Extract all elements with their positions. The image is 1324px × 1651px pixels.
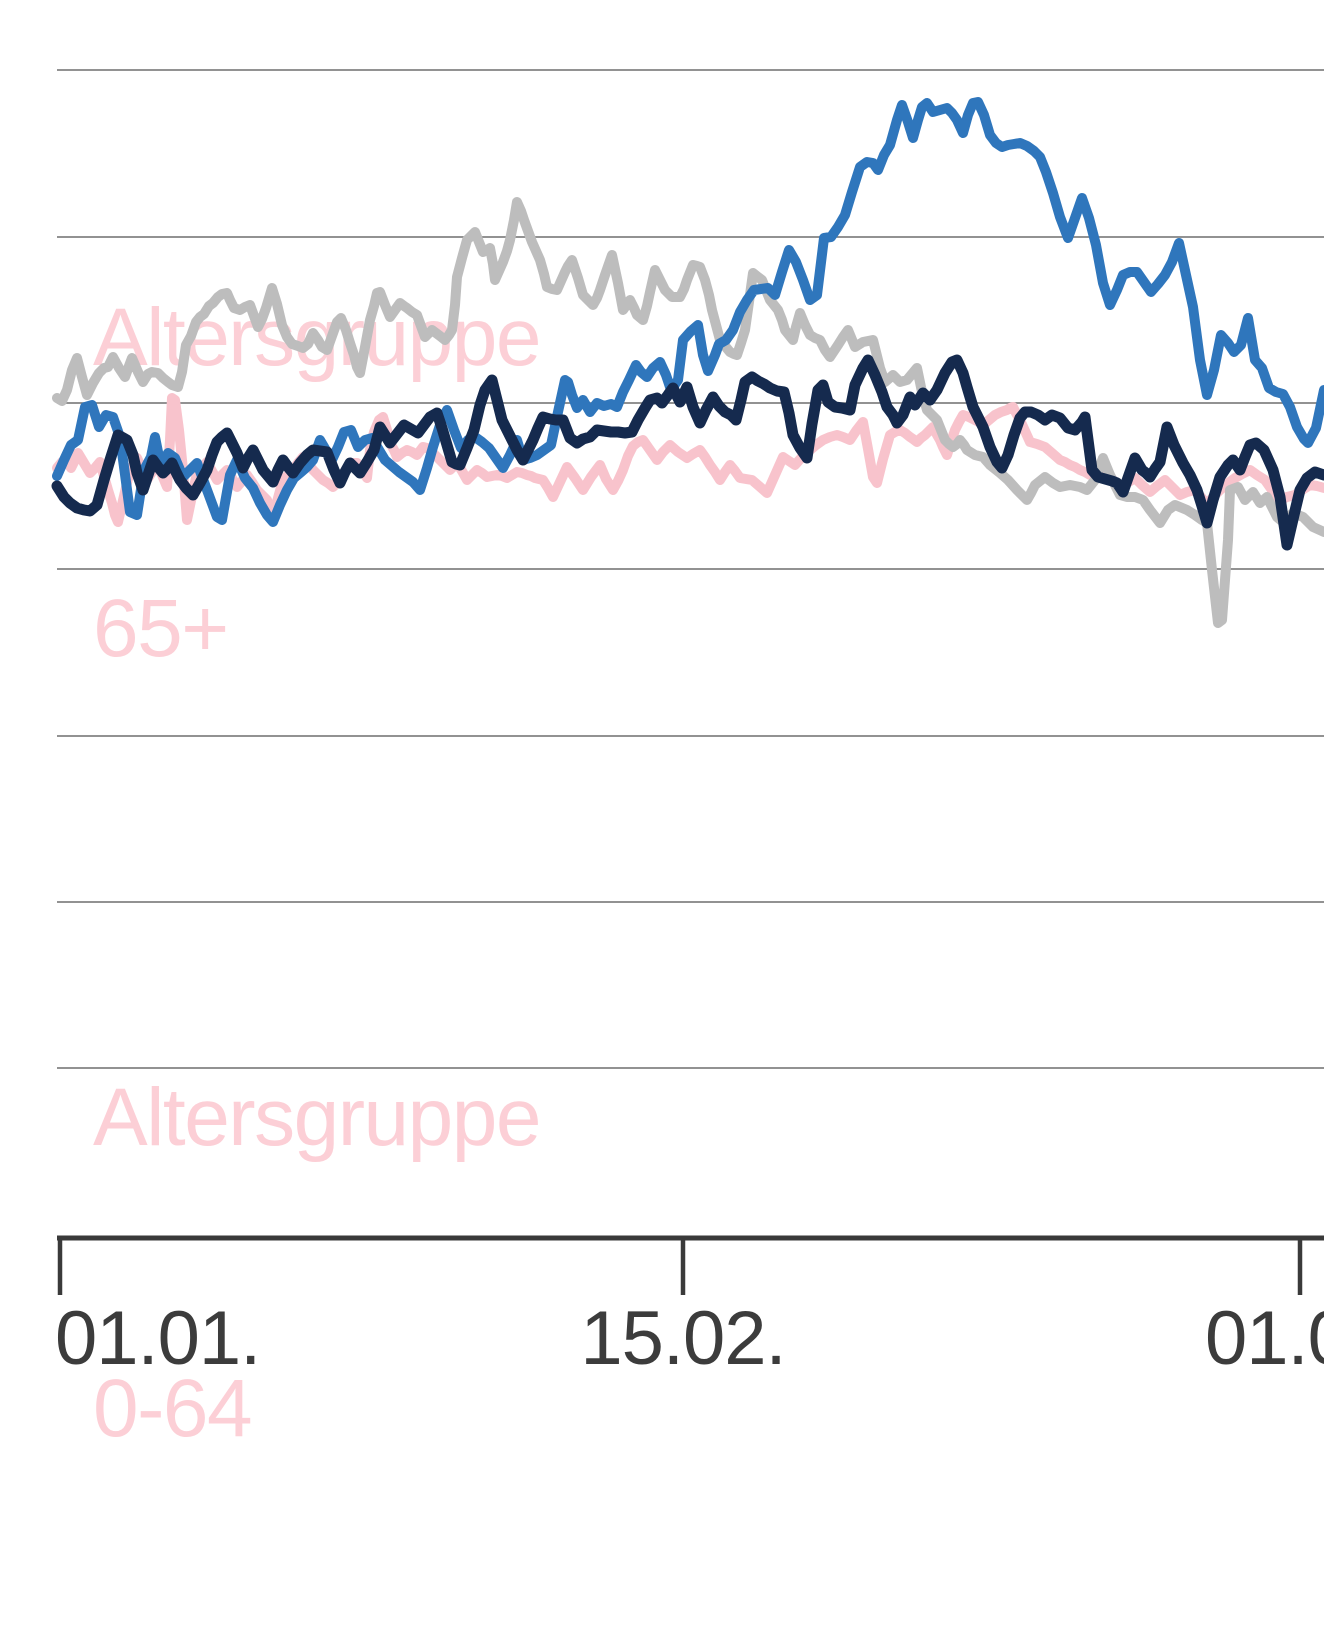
annotation-line: 65+ — [93, 583, 229, 674]
x-axis — [57, 1235, 1324, 1295]
x-tick-label-01-04-clipped: 01.04. — [1205, 1296, 1324, 1381]
gridlines — [57, 69, 1324, 1069]
annotation-line: Altersgruppe — [93, 1072, 541, 1163]
chart-area: Altersgruppe 65+ Altersgruppe 0-64 01.01… — [51, 69, 1324, 1454]
series-line-navy — [51, 354, 1324, 551]
x-tick-label-01-01: 01.01. — [55, 1296, 261, 1381]
series-line-pink — [52, 393, 1324, 527]
annotation-altersgruppe-65plus: Altersgruppe 65+ — [93, 95, 541, 871]
series-line-blue — [52, 97, 1324, 527]
series-lines — [51, 97, 1324, 628]
line-chart-svg — [51, 69, 1324, 1295]
series-line-gray — [52, 197, 1324, 628]
x-tick-label-15-02: 15.02. — [580, 1296, 786, 1381]
